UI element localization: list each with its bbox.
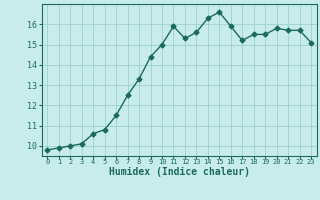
X-axis label: Humidex (Indice chaleur): Humidex (Indice chaleur): [109, 167, 250, 177]
